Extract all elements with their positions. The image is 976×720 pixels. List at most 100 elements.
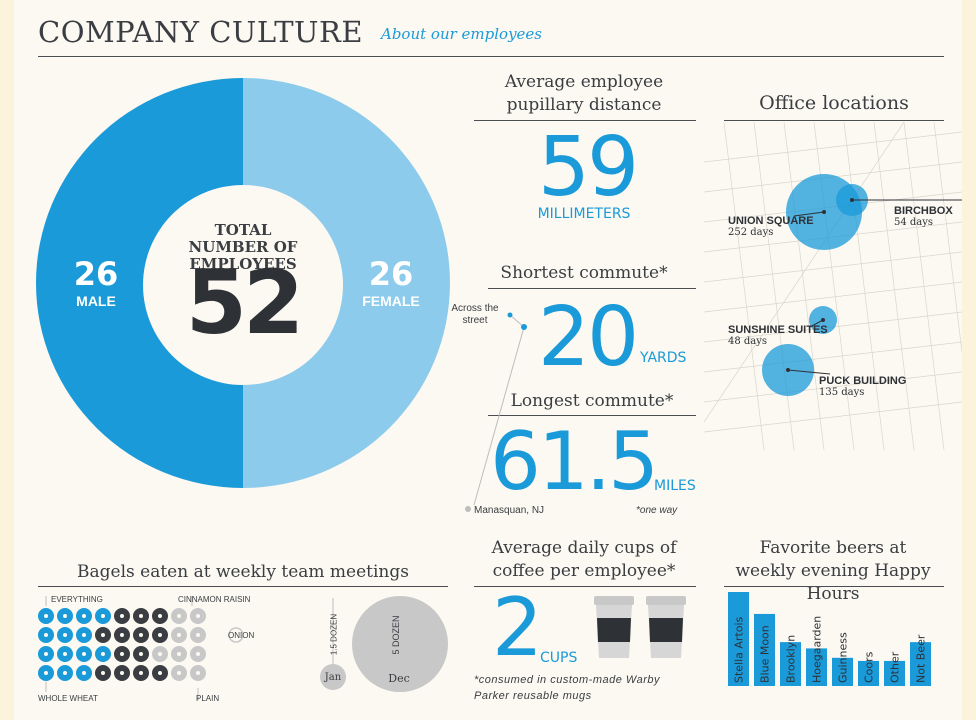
bagel-hole bbox=[158, 633, 162, 637]
beer-bar bbox=[728, 592, 749, 686]
beer-bar-label: Other bbox=[889, 651, 902, 683]
longest-rule bbox=[488, 415, 696, 416]
pupillary-value: 59 bbox=[537, 120, 639, 215]
coffee-unit: CUPS bbox=[540, 650, 578, 666]
dec-label: Dec bbox=[388, 672, 410, 685]
jan-amount: 1.5 DOZEN bbox=[329, 613, 339, 656]
beer-bar-label: Not Beer bbox=[915, 634, 928, 683]
beers-rule bbox=[724, 586, 944, 587]
beers-title: Favorite beers at weekly evening Happy H… bbox=[735, 538, 931, 604]
bagel-label-plain: PLAIN bbox=[196, 694, 220, 703]
onion-marker bbox=[228, 627, 244, 643]
bagel-hole bbox=[177, 614, 181, 618]
bagel-label-wholewheat: WHOLE WHEAT bbox=[38, 694, 98, 703]
bagel-hole bbox=[158, 614, 162, 618]
bagel-hole bbox=[101, 652, 105, 656]
bagel-hole bbox=[120, 652, 124, 656]
bagel-hole bbox=[101, 633, 105, 637]
bagel-hole bbox=[196, 671, 200, 675]
bagel-hole bbox=[139, 633, 143, 637]
pupillary-rule bbox=[474, 120, 696, 121]
infographic: COMPANY CULTURE About our employees TOTA… bbox=[14, 0, 962, 720]
bagel-hole bbox=[63, 671, 67, 675]
beer-bar bbox=[806, 648, 827, 686]
bagel-grid bbox=[38, 596, 244, 700]
bagel-hole bbox=[196, 652, 200, 656]
longest-place: Manasquan, NJ bbox=[474, 505, 545, 516]
female-label: FEMALE bbox=[362, 293, 420, 309]
office-label-sunshine: SUNSHINE SUITES 48 days bbox=[728, 324, 828, 347]
bagel-hole bbox=[82, 633, 86, 637]
coffee-footnote: *consumed in custom-made Warby Parker re… bbox=[474, 674, 660, 702]
bagel-hole bbox=[44, 652, 48, 656]
bagel-hole bbox=[63, 614, 67, 618]
longest-unit: MILES bbox=[654, 478, 696, 494]
bagel-hole bbox=[196, 633, 200, 637]
header-rule bbox=[38, 56, 944, 57]
beer-bar-label: Coors bbox=[863, 651, 876, 683]
female-half bbox=[243, 78, 450, 488]
dec-circle bbox=[352, 596, 448, 692]
pupillary-unit: MILLIMETERS bbox=[537, 206, 631, 222]
shortest-unit: YARDS bbox=[640, 350, 687, 366]
longest-footnote: *one way bbox=[636, 505, 678, 516]
office-label-union: UNION SQUARE 252 days bbox=[728, 215, 814, 238]
female-count: 26 bbox=[368, 255, 414, 293]
male-half bbox=[36, 78, 243, 488]
bagel-label-everything: EVERYTHING bbox=[51, 595, 103, 604]
shortest-title: Shortest commute* bbox=[500, 263, 668, 283]
coffee-rule bbox=[474, 586, 696, 587]
bagel-hole bbox=[44, 633, 48, 637]
jan-label: Jan bbox=[324, 672, 342, 683]
bagel-hole bbox=[177, 633, 181, 637]
dec-amount: 5 DOZEN bbox=[391, 615, 401, 655]
beer-chart: Stella Artois Blue Moon Brooklyn Hoegaarden… bbox=[728, 592, 931, 686]
bagel-hole bbox=[139, 614, 143, 618]
bagel-hole bbox=[177, 652, 181, 656]
bagel-hole bbox=[63, 633, 67, 637]
longest-title: Longest commute* bbox=[510, 391, 674, 411]
beer-bar bbox=[832, 657, 853, 686]
donut-hole bbox=[146, 186, 340, 380]
offices-title: Office locations bbox=[759, 92, 909, 114]
bagel-hole bbox=[63, 652, 67, 656]
bagel-hole bbox=[139, 671, 143, 675]
bagel-hole bbox=[158, 671, 162, 675]
male-label: MALE bbox=[76, 293, 116, 309]
office-map bbox=[704, 122, 962, 450]
commute-connector bbox=[465, 312, 527, 512]
cup-icon bbox=[646, 596, 686, 658]
bagel-hole bbox=[120, 633, 124, 637]
total-label: TOTAL NUMBER OF EMPLOYEES bbox=[188, 221, 298, 273]
office-label-birchbox: BIRCHBOX 54 days bbox=[894, 205, 953, 228]
bagel-hole bbox=[82, 671, 86, 675]
offices-rule bbox=[724, 120, 944, 121]
bagel-label-cinnamon: CINNAMON RAISIN bbox=[178, 595, 251, 604]
bagel-hole bbox=[44, 614, 48, 618]
shortest-value: 20 bbox=[537, 290, 639, 385]
bagel-hole bbox=[82, 614, 86, 618]
bagel-hole bbox=[196, 614, 200, 618]
bagels-rule bbox=[38, 586, 448, 587]
bagel-hole bbox=[158, 652, 162, 656]
page-title: COMPANY CULTURE bbox=[38, 15, 363, 49]
beer-bar bbox=[858, 660, 879, 686]
shortest-rule bbox=[488, 288, 696, 289]
beer-bar-label: Guinness bbox=[837, 632, 850, 683]
beer-bar-label: Brooklyn bbox=[785, 635, 798, 683]
beer-bar-label: Blue Moon bbox=[759, 625, 772, 683]
jan-circle bbox=[320, 664, 346, 690]
bagel-hole bbox=[120, 671, 124, 675]
beer-bar-label: Hoegaarden bbox=[811, 616, 824, 683]
beer-bar bbox=[754, 613, 775, 686]
beer-bar bbox=[910, 642, 931, 686]
bagel-hole bbox=[139, 652, 143, 656]
bagel-hole bbox=[44, 671, 48, 675]
total-value: 52 bbox=[185, 251, 304, 354]
pupillary-title: Average employee pupillary distance bbox=[504, 72, 664, 115]
employee-donut bbox=[36, 78, 450, 488]
longest-value: 61.5 bbox=[489, 415, 659, 508]
bagel-label-onion: ONION bbox=[228, 631, 255, 640]
bagel-hole bbox=[82, 652, 86, 656]
page-subtitle: About our employees bbox=[381, 25, 543, 43]
